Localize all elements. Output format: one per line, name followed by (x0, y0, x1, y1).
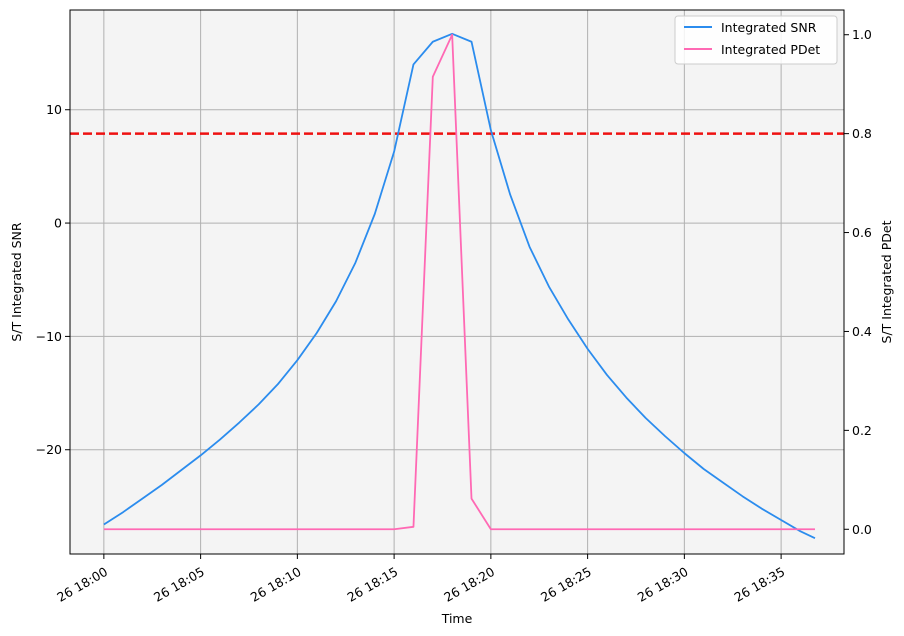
legend-label-pdet: Integrated PDet (721, 42, 820, 57)
legend-label-snr: Integrated SNR (721, 20, 817, 35)
x-axis: 26 18:00 26 18:05 26 18:10 26 18:15 26 18:20… (54, 554, 787, 605)
legend-box (674, 15, 838, 65)
right-y-tick-label: 0.2 (852, 423, 872, 438)
right-y-tick-label: 0.4 (852, 324, 872, 339)
left-y-tick-label: 0 (54, 216, 62, 231)
series-line-pdet (103, 33, 815, 531)
series-line-snr (103, 32, 816, 539)
left-y-axis: −20 −10 0 10 (36, 102, 70, 457)
x-tick-label: 26 18:05 (151, 564, 207, 605)
left-y-tick-label: −10 (36, 329, 62, 344)
x-tick-label: 26 18:20 (441, 564, 497, 605)
legend: Integrated SNR Integrated PDet (674, 15, 838, 65)
right-y-axis-label: S/T Integrated PDet (879, 220, 894, 343)
grid (70, 10, 844, 554)
right-y-tick-label: 0.6 (852, 225, 872, 240)
x-tick-label: 26 18:30 (635, 564, 691, 605)
right-y-tick-label: 0.8 (852, 126, 872, 141)
x-tick-label: 26 18:15 (344, 564, 400, 605)
left-y-tick-label: 10 (46, 102, 62, 117)
right-y-tick-label: 1.0 (852, 27, 872, 42)
x-tick-label: 26 18:35 (731, 564, 787, 605)
left-y-axis-label: S/T Integrated SNR (9, 222, 24, 341)
plot-frame (69, 9, 845, 555)
x-axis-label: Time (441, 611, 473, 626)
x-tick-label: 26 18:10 (248, 564, 304, 605)
series-layer (103, 32, 816, 539)
left-y-tick-label: −20 (36, 442, 62, 457)
right-y-tick-label: 0.0 (852, 522, 872, 537)
x-tick-label: 26 18:25 (538, 564, 594, 605)
right-y-axis: 0.0 0.2 0.4 0.6 0.8 1.0 (844, 27, 872, 537)
x-tick-label: 26 18:00 (54, 564, 110, 605)
plot-area (70, 10, 844, 554)
